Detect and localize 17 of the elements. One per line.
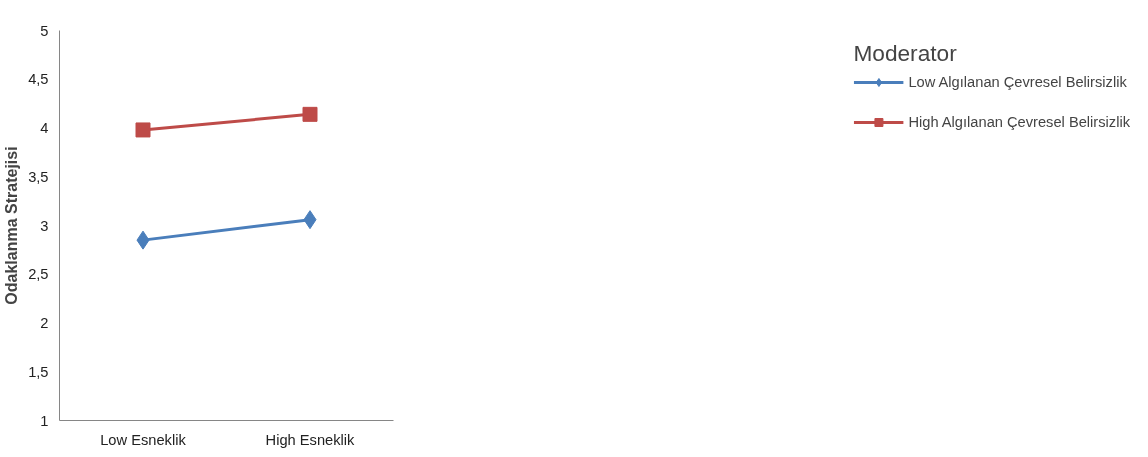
x-tick-label: High Esneklik: [265, 431, 356, 448]
y-tick-label: 3,5: [28, 168, 49, 185]
x-tick-label: Low Esneklik: [100, 431, 187, 448]
legend-label: High Algılanan Çevresel Belirsizlik: [908, 114, 1130, 130]
y-tick-label: 1,5: [28, 363, 49, 380]
point: [302, 106, 318, 122]
y-tick-label: 2,5: [28, 266, 49, 283]
y-tick-label: 4: [40, 120, 49, 136]
legend-label: Low Algılanan Çevresel Belirsizlik: [908, 74, 1127, 90]
y-axis-title: Odaklanma Stratejisi: [3, 146, 21, 305]
y-tick-label: 2: [40, 315, 49, 331]
legend-title: Moderator: [853, 40, 958, 67]
y-tick-label: 3: [40, 217, 49, 234]
y-tick-label: 4,5: [28, 71, 49, 88]
point: [135, 122, 151, 138]
y-tick-label: 5: [40, 22, 49, 39]
y-tick-label: 1: [40, 412, 49, 429]
